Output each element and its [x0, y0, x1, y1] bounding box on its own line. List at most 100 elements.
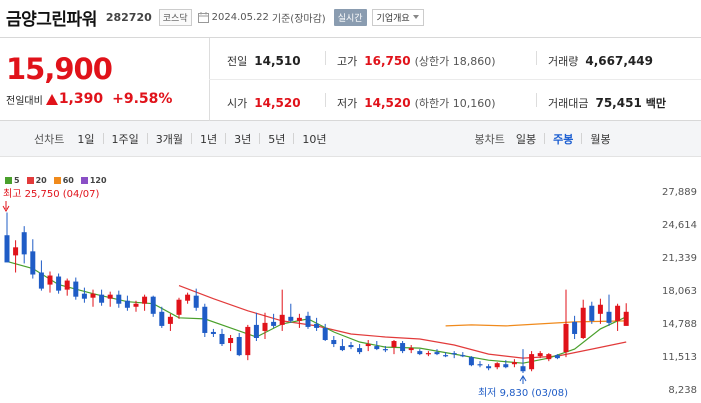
candle-body — [537, 353, 543, 357]
candle-body — [305, 315, 311, 327]
candle-body — [443, 355, 449, 357]
candle-body — [331, 340, 337, 345]
stat-value: 4,667,449 — [585, 54, 653, 68]
stat-prev-close: 전일 14,510 — [227, 53, 301, 69]
candle-body — [486, 366, 492, 369]
line-chart-label: 선차트 — [34, 132, 65, 146]
tab-10y[interactable]: 10년 — [302, 132, 327, 146]
candle-body — [228, 337, 234, 344]
stat-label: 고가 — [337, 55, 358, 68]
y-tick-label: 27,889 — [662, 187, 697, 198]
stat-sub: (상한가 18,860) — [414, 55, 496, 68]
candle-body — [245, 326, 251, 356]
stat-value: 16,750 — [364, 54, 411, 68]
change-label: 전일대비 — [6, 95, 43, 107]
divider — [536, 93, 537, 107]
tab-3m[interactable]: 3개월 — [155, 132, 183, 146]
price-chart: 5 20 60 120 27,889 24,614 21,339 18,063 14,7… — [0, 158, 701, 403]
y-tick-label: 11,513 — [662, 352, 697, 363]
current-price: 15,900 — [6, 52, 113, 86]
tab-weekly[interactable]: 주봉 — [553, 132, 574, 146]
candle-body — [417, 351, 423, 355]
stat-amount: 거래대금 75,451 백만 — [548, 95, 666, 111]
candle-chart-label: 봉차트 — [474, 132, 505, 146]
divider — [325, 51, 326, 65]
candle-body — [580, 307, 586, 338]
legend-item-ma120: 120 — [80, 176, 107, 185]
divider — [191, 133, 192, 144]
divider — [146, 133, 148, 144]
stock-header: 금양그린파워 282720 코스닥 2024.05.22 기준(장마감) 실시간… — [0, 0, 701, 34]
y-tick-label: 21,339 — [662, 253, 697, 264]
candle-body — [365, 344, 371, 347]
candle-body — [64, 280, 70, 290]
candle-body — [451, 353, 457, 355]
candle-body — [150, 296, 156, 314]
divider — [293, 133, 295, 144]
tab-3y[interactable]: 3년 — [234, 132, 252, 146]
price-panel: 15,900 전일대비 1,390 +9.58% 전일 14,510 고가 16… — [0, 37, 701, 121]
candle-body — [623, 311, 629, 326]
tab-monthly[interactable]: 월봉 — [590, 132, 611, 146]
candle-body — [193, 295, 199, 308]
company-overview-dropdown[interactable]: 기업개요 — [371, 8, 424, 26]
quote-basis: 기준(장마감) — [271, 13, 326, 25]
stat-value: 14,520 — [364, 96, 411, 110]
max-price-label: 최고 25,750 (04/07) — [3, 188, 99, 200]
candle-body — [520, 366, 526, 372]
chevron-down-icon — [412, 15, 419, 19]
candle-body — [210, 331, 216, 334]
candle-body — [236, 336, 242, 356]
tab-1w[interactable]: 1주일 — [111, 132, 139, 146]
chart-legend: 5 20 60 120 — [5, 176, 107, 185]
candle-body — [4, 235, 10, 263]
stat-low: 저가 14,520 (하한가 10,160) — [337, 95, 496, 111]
candle-body — [116, 294, 122, 304]
candle-body — [357, 348, 363, 353]
stat-volume: 거래량 4,667,449 — [548, 53, 653, 69]
stock-name: 금양그린파워 — [6, 9, 97, 30]
legend-item-ma5: 5 — [5, 176, 20, 185]
ma60-line — [445, 320, 627, 327]
divider — [536, 51, 537, 65]
stat-high: 고가 16,750 (상한가 18,860) — [337, 53, 496, 69]
candle-body — [615, 305, 621, 321]
candle-body — [511, 362, 517, 365]
stat-label: 거래량 — [548, 55, 579, 68]
stat-open: 시가 14,520 — [227, 95, 301, 111]
tab-1d[interactable]: 1일 — [77, 132, 95, 146]
stat-label: 시가 — [227, 97, 248, 110]
change-percent: +9.58% — [112, 91, 173, 107]
candle-body — [202, 306, 208, 333]
candle-body — [124, 300, 130, 308]
candle-body — [322, 327, 328, 341]
realtime-button[interactable]: 실시간 — [333, 8, 367, 26]
candle-body — [107, 294, 113, 299]
calendar-icon — [197, 11, 209, 23]
candle-body — [382, 349, 388, 351]
candle-body — [589, 305, 595, 321]
tab-1y[interactable]: 1년 — [200, 132, 218, 146]
y-tick-label: 18,063 — [662, 286, 697, 297]
tab-daily[interactable]: 일봉 — [515, 132, 537, 146]
candle-body — [546, 354, 552, 360]
candle-body — [73, 281, 79, 297]
candle-body — [339, 346, 345, 351]
stat-value: 14,520 — [254, 96, 301, 110]
stat-label: 거래대금 — [548, 97, 589, 110]
candle-body — [606, 311, 612, 323]
candle-body — [262, 322, 268, 331]
candle-body — [81, 293, 87, 299]
candle-body — [477, 364, 483, 366]
candle-body — [90, 293, 96, 298]
tab-5y[interactable]: 5년 — [268, 132, 286, 146]
candle-body — [30, 251, 36, 275]
candle-body — [348, 345, 354, 348]
y-tick-label: 14,788 — [662, 319, 697, 330]
divider — [581, 133, 583, 144]
candle-body — [56, 276, 62, 291]
divider — [325, 93, 326, 107]
stat-sub: (하한가 10,160) — [414, 97, 496, 110]
candle-body — [219, 333, 225, 345]
candle-body — [288, 316, 294, 321]
